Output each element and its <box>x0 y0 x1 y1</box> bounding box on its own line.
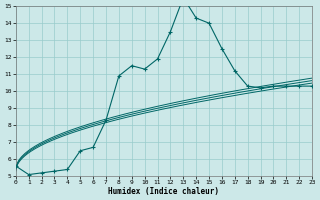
X-axis label: Humidex (Indice chaleur): Humidex (Indice chaleur) <box>108 187 220 196</box>
